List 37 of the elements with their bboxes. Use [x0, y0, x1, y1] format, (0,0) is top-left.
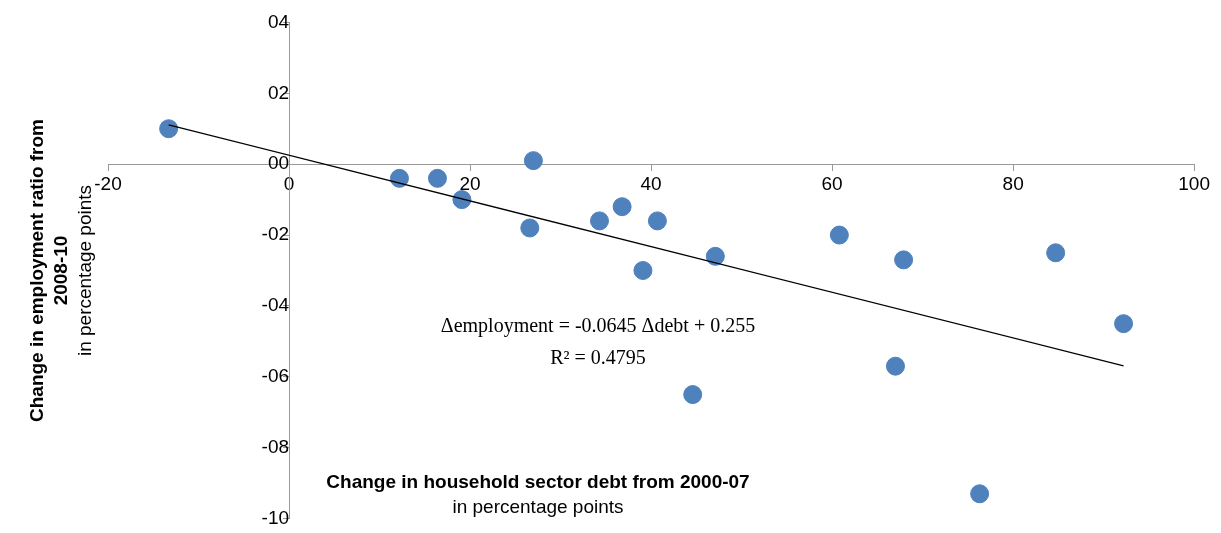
point: [894, 250, 914, 270]
point: [705, 246, 725, 266]
point: [523, 151, 543, 171]
point: [1114, 314, 1134, 334]
point: [633, 261, 653, 280]
y-tick-label: 04: [267, 10, 290, 32]
y-tick-label: 00: [267, 152, 290, 174]
point: [970, 484, 990, 504]
point: [1046, 243, 1066, 263]
point: [159, 119, 179, 139]
y-tick-label: 02: [267, 81, 290, 103]
x-axis-title: Change in household sector debt from 2000-07 in percentage points: [326, 470, 750, 517]
x-tick-label: -20: [94, 172, 122, 194]
point: [452, 190, 472, 210]
x-tick-label: 60: [821, 172, 843, 194]
x-tick-label: 100: [1178, 172, 1210, 194]
annotation: R² = 0.4795: [550, 345, 646, 368]
point: [829, 225, 849, 245]
point: [885, 356, 905, 376]
point: [589, 211, 609, 231]
y-tick-label: -10: [261, 506, 290, 528]
point: [612, 197, 632, 217]
point: [389, 168, 409, 188]
annotation: Δemployment = -0.0645 Δdebt + 0.255: [440, 313, 756, 337]
x-tick-label: 0: [283, 172, 295, 194]
x-tick-label: 20: [459, 172, 481, 194]
y-tick-label: -02: [261, 223, 290, 245]
x-tick-label: 40: [640, 172, 662, 194]
y-axis-title: Change in employment ratio from 2008-10 in percentage points: [26, 119, 96, 422]
y-tick-label: -04: [261, 294, 290, 316]
point: [647, 211, 667, 231]
y-tick-label: -06: [261, 365, 290, 387]
y-tick-label: -08: [261, 435, 290, 457]
point: [427, 168, 447, 188]
point: [520, 218, 540, 238]
x-tick-label: 80: [1002, 172, 1024, 194]
point: [683, 385, 703, 405]
